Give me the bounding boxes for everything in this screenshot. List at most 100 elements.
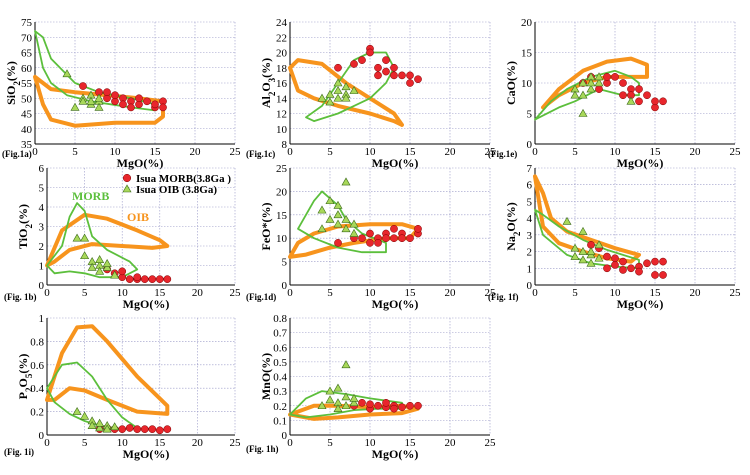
- isua-oib-point: [70, 102, 80, 111]
- isua-oib-point: [72, 406, 82, 415]
- isua-morb-point: [659, 271, 667, 279]
- y-tick-label: 8: [282, 139, 288, 151]
- y-axis-title-part: 2: [267, 91, 277, 96]
- isua-morb-point: [382, 67, 390, 76]
- chart-sio2: 0 5 10 15 20 25 35 40 45 50 55 60 65 70 75 MgO(%) SiO2(%…: [2, 17, 241, 170]
- x-tick-label: 25: [230, 287, 242, 299]
- y-tick-label: 2: [527, 247, 533, 259]
- y-tick-label: 6: [39, 163, 45, 175]
- x-tick-label: 0: [287, 437, 293, 449]
- isua-oib-point: [87, 421, 97, 429]
- isua-oib-point: [349, 228, 359, 237]
- isua-morb-point: [635, 267, 643, 276]
- isua-morb-point: [148, 425, 157, 433]
- isua-morb-point: [374, 71, 382, 80]
- y-tick-label: 3: [39, 222, 45, 234]
- figure-label: (Fig.1c): [246, 149, 275, 159]
- isua-oib-point: [594, 240, 604, 249]
- isua-oib-point: [325, 89, 335, 98]
- y-axis-title-part: 2: [12, 81, 22, 86]
- isua-oib-point: [86, 96, 96, 105]
- isua-morb-point: [398, 71, 406, 80]
- isua-oib-point: [80, 233, 90, 242]
- y-tick-label: 5: [282, 257, 288, 269]
- x-tick-label: 10: [110, 146, 122, 158]
- y-axis-title-part: 2: [24, 224, 34, 229]
- isua-oib-point: [349, 398, 359, 407]
- figure-label: (Fig.1e): [488, 149, 517, 159]
- y-tick-label: 0.4: [273, 372, 287, 384]
- x-tick-label: 10: [365, 437, 377, 449]
- x-tick-label: 15: [154, 437, 166, 449]
- y-tick-label: 0.2: [30, 407, 44, 419]
- isua-morb-point: [611, 261, 619, 269]
- x-axis-title: MgO(%): [372, 156, 419, 170]
- isua-oib-point: [341, 392, 351, 401]
- y-tick-label: 0: [282, 280, 288, 292]
- figure-label: (Fig.1d): [246, 292, 276, 302]
- isua-oib-point: [349, 393, 359, 402]
- isua-morb-point: [374, 239, 382, 247]
- isua-oib-point: [341, 224, 351, 233]
- y-tick-label: 65: [21, 48, 33, 60]
- isua-morb-point: [374, 63, 382, 72]
- isua-morb-point: [635, 97, 643, 106]
- y-tick-label: 0.6: [30, 360, 44, 372]
- isua-oib-point: [333, 93, 343, 102]
- isua-oib-point: [341, 93, 351, 102]
- isua-morb-point: [390, 404, 398, 413]
- isua-morb-point: [611, 254, 619, 263]
- x-tick-label: 5: [572, 146, 578, 158]
- y-axis-title-part: 2: [512, 231, 522, 236]
- isua-oib-point: [102, 258, 112, 267]
- isua-morb-point: [390, 224, 398, 233]
- y-tick-label: 15: [521, 48, 533, 60]
- isua-oib-point: [349, 86, 359, 94]
- isua-oib-point: [80, 251, 90, 260]
- y-axis-title-part: (%): [16, 204, 30, 224]
- x-tick-label: 5: [327, 287, 333, 299]
- isua-morb-point: [382, 56, 390, 64]
- isua-morb-point: [148, 275, 157, 283]
- isua-oib-point: [317, 205, 327, 214]
- isua-morb-point: [390, 71, 398, 80]
- oib-field-outline: [45, 212, 170, 268]
- isua-morb-point: [643, 91, 651, 100]
- x-tick-label: 20: [445, 287, 457, 299]
- isua-morb-point: [366, 400, 374, 409]
- y-axis-title: TiO2(%): [16, 204, 34, 249]
- isua-oib-point: [110, 270, 120, 279]
- y-tick-label: 10: [276, 233, 288, 245]
- y-axis-title-part: CaO(%): [504, 61, 518, 105]
- isua-oib-point: [594, 72, 604, 81]
- x-tick-label: 5: [82, 437, 88, 449]
- x-tick-label: 15: [650, 146, 662, 158]
- isua-oib-point: [333, 78, 343, 87]
- isua-oib-point: [102, 262, 112, 271]
- isua-oib-point: [570, 90, 580, 99]
- y-tick-label: 10: [521, 78, 533, 90]
- y-tick-label: 18: [276, 63, 288, 75]
- isua-morb-point: [127, 103, 135, 112]
- y-axis-title-part: Al: [259, 96, 273, 109]
- isua-oib-point: [325, 395, 335, 404]
- isua-morb-point: [366, 239, 374, 247]
- y-tick-label: 50: [21, 93, 33, 105]
- y-tick-label: 35: [21, 139, 33, 151]
- isua-morb-point: [334, 63, 342, 72]
- x-tick-label: 15: [405, 146, 417, 158]
- isua-oib-point: [341, 82, 351, 91]
- isua-oib-point: [333, 404, 343, 412]
- y-axis-title: CaO(%): [504, 61, 518, 105]
- x-tick-label: 25: [485, 437, 497, 449]
- isua-oib-point: [62, 69, 72, 78]
- isua-morb-point: [151, 100, 159, 109]
- x-tick-label: 10: [610, 146, 622, 158]
- x-tick-label: 25: [230, 437, 242, 449]
- isua-morb-point: [406, 401, 414, 410]
- isua-oib-point: [626, 96, 636, 105]
- x-axis-title: MgO(%): [372, 447, 419, 461]
- x-axis-title: MgO(%): [123, 447, 170, 461]
- isua-morb-point: [414, 401, 422, 410]
